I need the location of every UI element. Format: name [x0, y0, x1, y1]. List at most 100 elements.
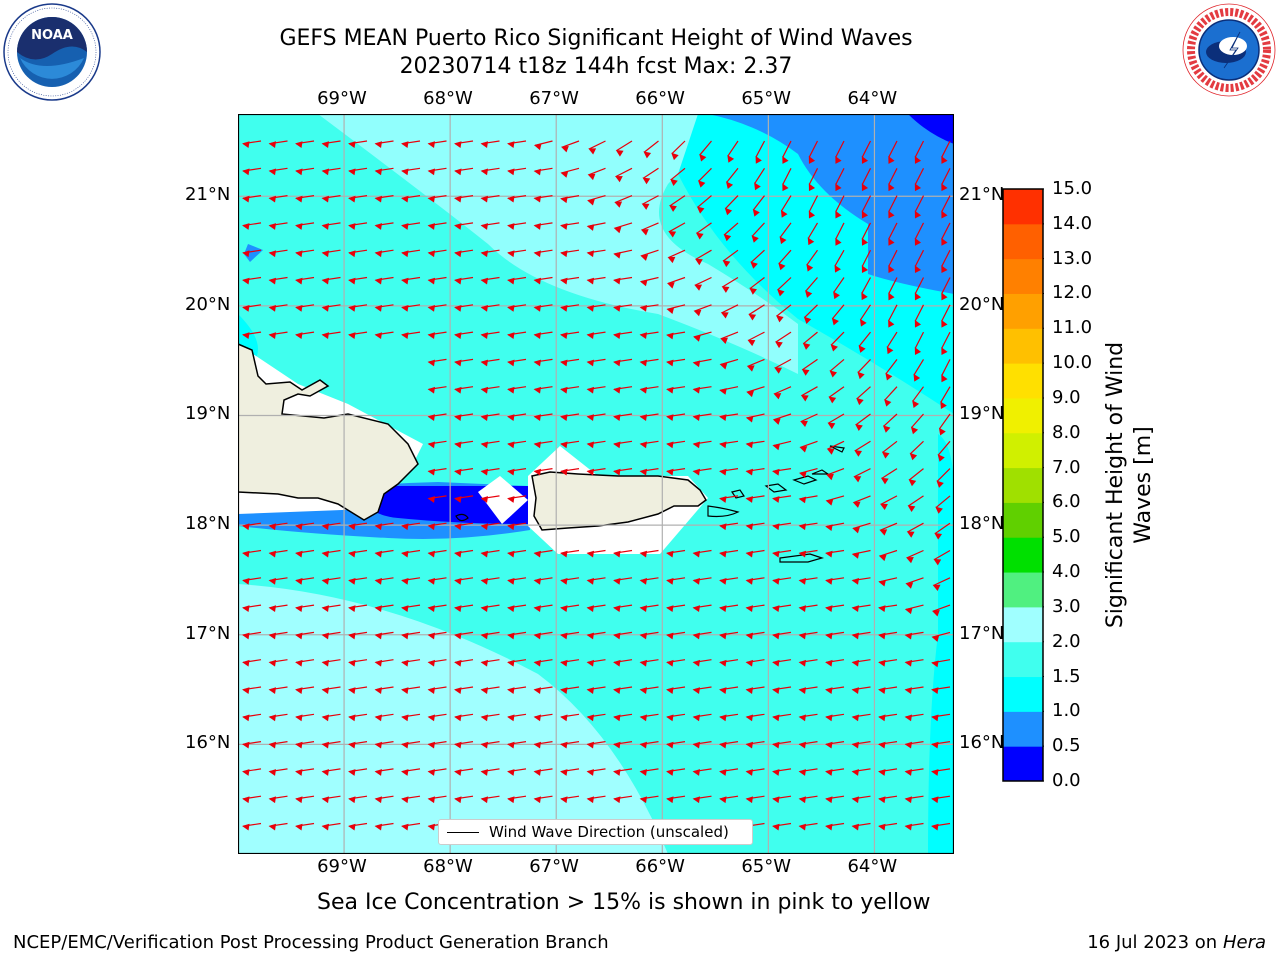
- wave-vector: [745, 741, 765, 749]
- wave-vector: [825, 741, 845, 749]
- wave-vector: [720, 331, 739, 344]
- wave-vector: [454, 631, 474, 640]
- wave-vector: [693, 304, 712, 317]
- wave-vector: [720, 304, 739, 319]
- wave-vector: [454, 249, 474, 258]
- wave-vector: [904, 741, 924, 749]
- wave-vector: [639, 795, 659, 804]
- wave-vector: [374, 631, 394, 640]
- wave-vector: [348, 522, 368, 531]
- wave-vector: [507, 331, 527, 340]
- wave-vector: [772, 522, 792, 531]
- wave-vector: [480, 440, 500, 449]
- wave-vector: [427, 522, 447, 531]
- wave-vector: [348, 659, 368, 667]
- wave-vector: [798, 768, 818, 776]
- wave-vector: [401, 577, 421, 585]
- wave-vector: [533, 468, 553, 476]
- wave-vector: [374, 768, 394, 776]
- wave-vector: [641, 195, 659, 210]
- wave-vector: [321, 822, 341, 831]
- wave-vector: [454, 495, 474, 503]
- wave-vector: [878, 713, 898, 722]
- wave-vector: [694, 249, 712, 266]
- wave-vector: [825, 768, 845, 776]
- wave-vector: [692, 440, 712, 449]
- wave-vector: [826, 440, 845, 455]
- wave-vector: [427, 331, 447, 340]
- wave-vector: [533, 331, 553, 340]
- wave-vector: [321, 768, 341, 776]
- wave-vector: [807, 222, 819, 246]
- wave-vector: [454, 659, 474, 667]
- wave-vector: [692, 604, 712, 613]
- wave-vector: [374, 604, 394, 613]
- wave-vector: [861, 195, 872, 219]
- colorbar-tick-label: 7.0: [1052, 456, 1081, 478]
- wave-vector: [401, 276, 421, 285]
- wave-vector: [666, 768, 686, 776]
- wave-vector: [427, 631, 447, 640]
- lat-label-left: 19°N: [185, 403, 231, 425]
- wave-vector: [904, 822, 924, 831]
- wave-vector: [586, 604, 606, 613]
- wave-vector: [825, 631, 845, 640]
- wave-vector: [321, 549, 341, 558]
- wave-vector: [374, 577, 394, 585]
- wave-vector: [507, 713, 527, 722]
- wave-vector: [454, 795, 474, 804]
- wave-vector: [268, 686, 288, 694]
- wave-vector: [587, 195, 606, 206]
- wave-vector: [533, 413, 553, 421]
- wave-vector: [851, 659, 871, 667]
- wave-vector: [692, 659, 712, 667]
- wave-vector: [805, 277, 818, 298]
- wave-vector: [295, 522, 315, 531]
- wave-vector: [321, 140, 341, 148]
- wave-vector: [268, 604, 288, 613]
- wave-vector: [885, 359, 898, 381]
- wave-vector: [427, 468, 447, 476]
- wave-vector: [295, 795, 315, 804]
- wave-vector: [861, 249, 872, 274]
- wave-vector: [321, 331, 341, 340]
- wave-vector: [719, 413, 739, 421]
- lat-label-right: 18°N: [959, 513, 1005, 535]
- colorbar-segment: [1003, 606, 1043, 643]
- wave-vector: [268, 577, 288, 585]
- wave-vector: [374, 741, 394, 749]
- colorbar-segment: [1003, 502, 1043, 538]
- wave-vector: [941, 249, 951, 274]
- wave-vector: [560, 713, 580, 722]
- wave-vector: [941, 168, 951, 192]
- footer-date: 16 Jul 2023 on: [1087, 932, 1223, 953]
- wave-vector: [454, 167, 474, 176]
- wave-vector: [268, 249, 288, 258]
- wave-vector: [480, 522, 500, 531]
- wave-vector: [613, 795, 633, 804]
- wave-vector: [586, 440, 606, 449]
- wave-vector: [940, 386, 951, 410]
- wave-vector: [295, 195, 315, 203]
- wave-vector: [639, 468, 659, 476]
- wave-vector: [507, 604, 527, 613]
- wave-vector: [427, 577, 447, 585]
- wave-vector: [533, 222, 553, 230]
- wave-vector: [727, 140, 739, 163]
- wave-vector: [798, 495, 818, 504]
- wave-vector: [533, 549, 553, 558]
- wave-vector: [348, 331, 368, 340]
- wave-vector: [295, 549, 315, 558]
- wave-vector: [533, 195, 553, 203]
- wave-vector: [321, 631, 341, 640]
- wave-vector: [857, 358, 871, 380]
- wave-vector: [904, 604, 924, 615]
- wave-vector: [780, 195, 792, 218]
- wave-vector: [560, 249, 580, 258]
- wave-vector: [560, 195, 580, 204]
- wave-vector: [745, 577, 765, 585]
- wave-vector: [799, 440, 818, 453]
- wave-vector: [321, 304, 341, 312]
- wave-vector: [295, 331, 315, 340]
- wave-band-low-ne: [708, 114, 954, 294]
